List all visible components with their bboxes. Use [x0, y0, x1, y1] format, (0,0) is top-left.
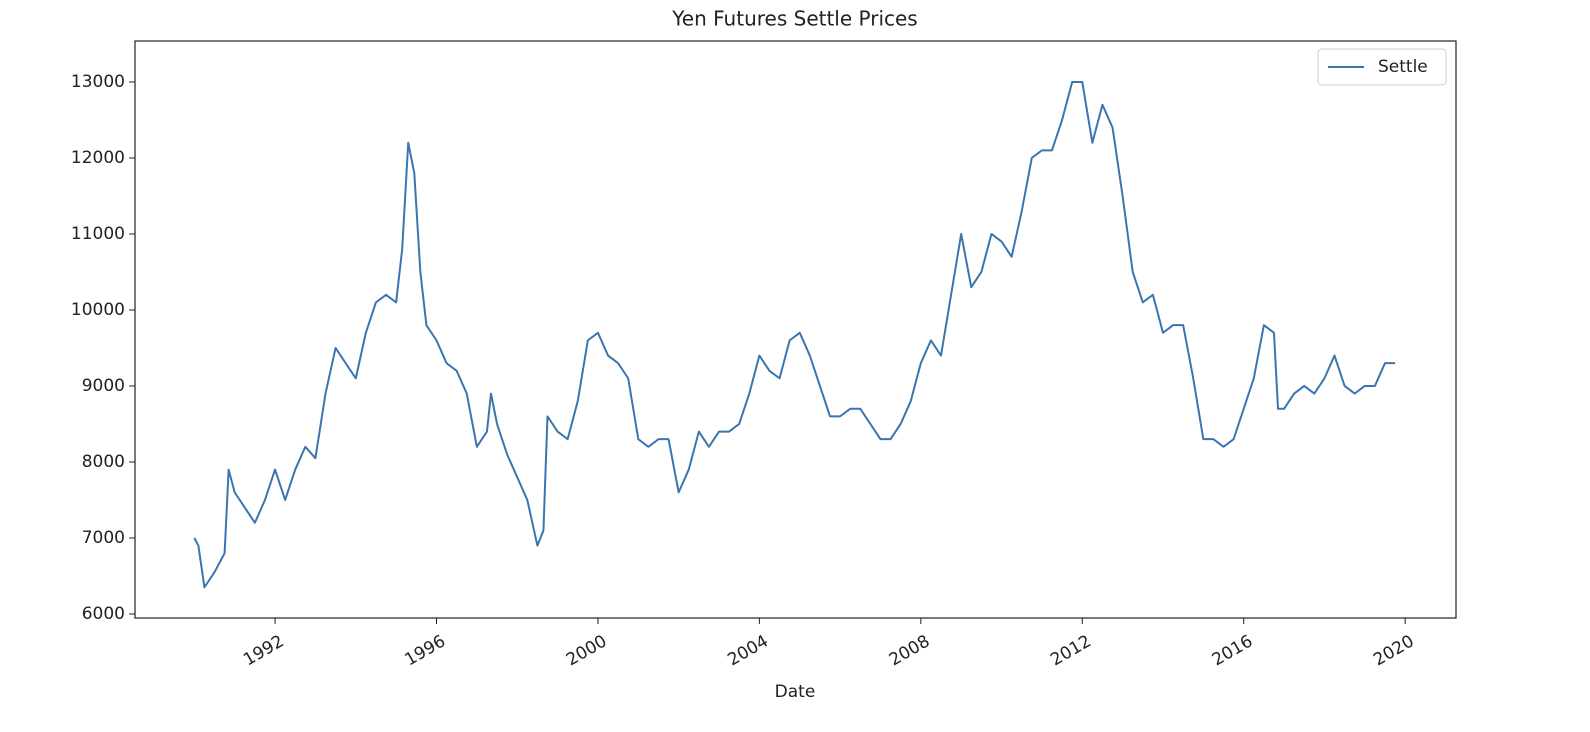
x-tick-label: 2012 — [1047, 631, 1094, 670]
y-tick-label: 8000 — [82, 452, 125, 472]
data-line — [193, 80, 1396, 589]
chart-title: Yen Futures Settle Prices — [671, 7, 917, 31]
legend: Settle — [1317, 48, 1447, 86]
x-tick-label: 2016 — [1209, 631, 1256, 670]
plot-frame — [134, 40, 1457, 619]
y-tick-label: 12000 — [71, 148, 125, 168]
x-tick-label: 2004 — [724, 631, 771, 670]
x-tick-label: 1992 — [240, 631, 287, 670]
x-tick-label: 2008 — [886, 631, 933, 670]
y-tick-label: 11000 — [71, 224, 125, 244]
legend-box — [1317, 48, 1447, 86]
x-tick-label: 1996 — [402, 631, 449, 670]
y-tick-label: 6000 — [82, 604, 125, 624]
x-tick-label: 2000 — [563, 631, 610, 670]
y-tick-label: 9000 — [82, 376, 125, 396]
y-tick-label: 10000 — [71, 300, 125, 320]
x-axis-label: Date — [775, 682, 816, 702]
y-tick-label: 13000 — [71, 72, 125, 92]
x-tick-label: 2020 — [1370, 631, 1417, 670]
y-tick-label: 7000 — [82, 528, 125, 548]
legend-label: Settle — [1378, 57, 1428, 77]
